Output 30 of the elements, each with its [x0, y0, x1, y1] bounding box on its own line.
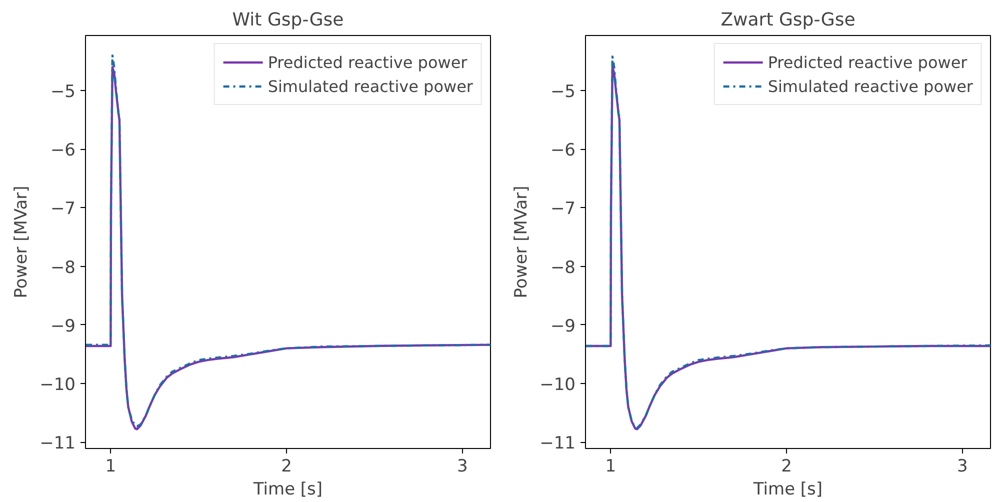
y-axis-title: Power [MVar]	[512, 186, 532, 298]
y-tick-label: −10	[540, 374, 576, 395]
x-tick-label: 2	[281, 456, 292, 476]
legend-label: Simulated reactive power	[768, 76, 973, 96]
x-tick-label: 1	[105, 456, 116, 476]
y-tick-label: −5	[50, 82, 76, 102]
y-tick-label: −8	[50, 258, 76, 278]
x-axis-title: Time [s]	[752, 480, 823, 500]
legend-label: Predicted reactive power	[768, 52, 968, 72]
y-tick-label: −10	[40, 374, 76, 395]
legend-label: Simulated reactive power	[268, 76, 473, 96]
y-tick-label: −7	[50, 199, 76, 220]
chart-title: Zwart Gsp-Gse	[720, 10, 856, 30]
y-tick-label: −5	[550, 82, 576, 102]
y-axis-title: Power [MVar]	[12, 186, 32, 298]
x-tick-label: 3	[456, 456, 468, 476]
x-tick-label: 2	[781, 456, 792, 476]
y-tick-label: −9	[50, 316, 76, 336]
y-tick-label: −9	[550, 316, 576, 336]
y-tick-label: −11	[40, 434, 76, 454]
x-tick-label: 1	[605, 456, 616, 476]
y-tick-label: −11	[540, 434, 576, 454]
y-tick-label: −7	[550, 199, 576, 220]
x-tick-label: 3	[956, 456, 968, 476]
y-tick-label: −8	[550, 258, 576, 278]
x-axis-title: Time [s]	[252, 480, 323, 500]
chart-title: Wit Gsp-Gse	[232, 10, 344, 30]
legend-label: Predicted reactive power	[268, 52, 468, 72]
y-tick-label: −6	[550, 140, 576, 161]
y-tick-label: −6	[50, 140, 76, 161]
